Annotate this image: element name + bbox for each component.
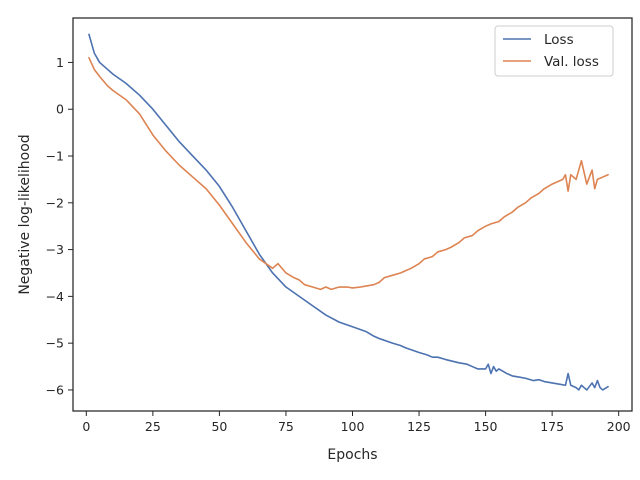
x-tick-label: 25 (145, 419, 161, 434)
x-axis: 0 25 50 75 100 125 150 175 200 (82, 411, 631, 434)
x-tick-label: 75 (278, 419, 294, 434)
x-tick-label: 100 (341, 419, 365, 434)
x-axis-label: Epochs (327, 447, 377, 463)
series-line-loss (88, 33, 609, 391)
legend-label-loss: Loss (544, 32, 574, 48)
legend: Loss Val. loss (494, 25, 614, 77)
y-tick-label: −2 (46, 195, 64, 210)
x-tick-label: 0 (82, 419, 90, 434)
x-tick-label: 125 (407, 419, 431, 434)
y-tick-label: −1 (46, 149, 64, 164)
x-tick-label: 175 (540, 419, 564, 434)
y-axis-label: Negative log-likelihood (17, 134, 33, 294)
y-axis: 1 0 −1 −2 −3 −4 −5 −6 (46, 55, 73, 397)
y-tick-label: −4 (46, 289, 64, 304)
x-tick-label: 200 (607, 419, 631, 434)
x-tick-label: 50 (211, 419, 227, 434)
plot-area (73, 18, 632, 411)
y-tick-label: −5 (46, 336, 64, 351)
y-tick-label: −6 (46, 382, 64, 397)
y-tick-label: −3 (46, 242, 64, 257)
legend-label-val-loss: Val. loss (544, 54, 599, 70)
series-line-val-loss (88, 56, 609, 291)
x-tick-label: 150 (474, 419, 498, 434)
y-tick-label: 0 (56, 102, 64, 117)
series-layer (88, 33, 609, 391)
y-tick-label: 1 (56, 55, 64, 70)
